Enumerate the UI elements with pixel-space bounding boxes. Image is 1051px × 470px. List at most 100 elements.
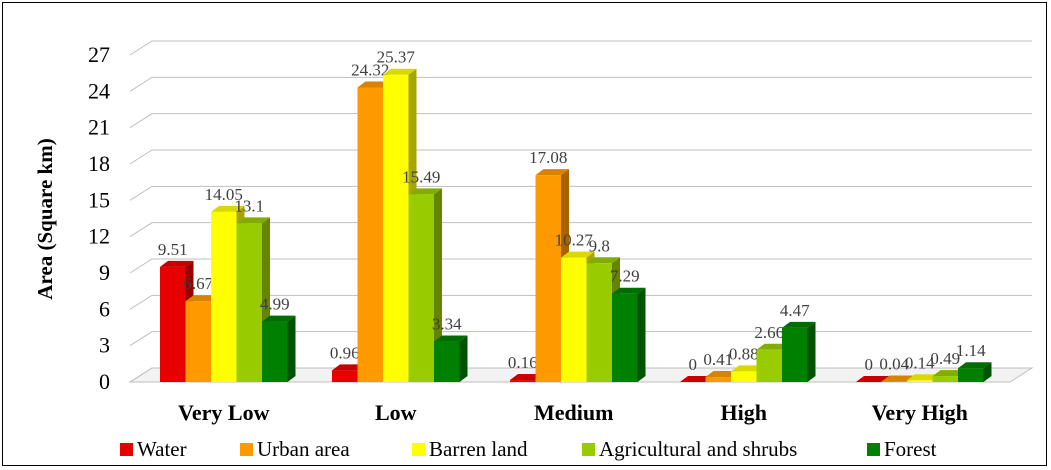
y-tick-label: 12	[88, 224, 110, 249]
bar	[434, 341, 460, 382]
data-label: 4.47	[780, 301, 810, 320]
y-tick-label: 24	[88, 78, 110, 103]
data-label: 7.29	[610, 267, 640, 286]
gridline	[129, 113, 1032, 129]
bar-side	[287, 315, 296, 382]
bar-top	[211, 205, 245, 212]
y-tick-label: 6	[99, 296, 110, 321]
bar-top	[408, 188, 442, 195]
data-label: 2.66	[754, 323, 784, 342]
bar-side	[434, 188, 442, 382]
y-axis-title: Area (Square km)	[33, 138, 57, 299]
gridline	[129, 149, 1032, 165]
bar-top	[332, 364, 366, 371]
data-label: 0.49	[930, 349, 960, 368]
legend-swatch	[867, 443, 880, 456]
data-label: 9.8	[589, 236, 610, 255]
data-label: 1.14	[956, 341, 986, 360]
bar	[756, 349, 782, 382]
category-label: High	[721, 400, 767, 425]
bar	[357, 87, 383, 383]
data-label: 10.27	[555, 231, 594, 250]
bar-top	[705, 371, 739, 378]
y-tick-label: 15	[88, 187, 110, 212]
data-label: 0.88	[729, 344, 759, 363]
bar-top	[535, 169, 569, 176]
bar-top	[612, 287, 646, 294]
legend-label: Water	[137, 437, 187, 461]
bar-top	[881, 375, 915, 382]
bar	[782, 327, 808, 382]
y-tick-label: 0	[99, 369, 110, 394]
bar-side	[983, 362, 992, 382]
bar	[705, 377, 731, 382]
bar-top	[680, 376, 714, 382]
data-label: 0.96	[330, 343, 360, 362]
data-label: 0	[865, 355, 874, 374]
bar-top	[731, 365, 765, 372]
bar	[535, 175, 561, 382]
data-label: 17.08	[529, 148, 567, 167]
legend-swatch	[582, 443, 595, 456]
bar-top	[383, 68, 417, 75]
bar-top	[357, 81, 391, 88]
bar	[160, 266, 186, 382]
y-tick-label: 27	[88, 42, 110, 67]
bar-top	[160, 260, 194, 267]
bar-top	[958, 362, 992, 369]
bar-top	[586, 257, 620, 264]
gridline	[129, 222, 1032, 238]
data-label: 25.37	[377, 48, 416, 67]
data-label: 0.16	[508, 353, 538, 372]
data-label: 0.04	[879, 355, 909, 374]
bar-top	[561, 251, 595, 258]
data-label: 6.67	[183, 274, 213, 293]
gridline	[129, 258, 1032, 274]
bar-top	[756, 343, 790, 350]
data-label: 9.51	[158, 240, 188, 259]
bar	[262, 321, 288, 382]
data-label: 14.05	[205, 185, 243, 204]
bar	[907, 380, 933, 382]
bar-side	[807, 321, 816, 382]
bar	[932, 376, 958, 382]
legend-label: Urban area	[257, 437, 350, 461]
bar	[510, 380, 536, 382]
legend-label: Barren land	[429, 437, 528, 461]
data-label: 0.14	[905, 353, 935, 372]
bar	[332, 370, 358, 382]
data-label: 4.99	[260, 295, 290, 314]
data-label: 3.34	[432, 315, 462, 334]
bar-top	[262, 315, 296, 322]
bar-top	[907, 374, 941, 381]
bar-top	[782, 321, 816, 328]
legend-swatch	[120, 443, 133, 456]
data-label: 24.32	[351, 60, 389, 79]
legend-swatch	[240, 443, 253, 456]
y-tick-label: 21	[88, 115, 110, 140]
data-label: 13.1	[234, 196, 264, 215]
y-tick-label: 9	[99, 260, 110, 285]
bar-top	[932, 370, 966, 377]
gridline	[129, 294, 1032, 310]
y-tick-label: 18	[88, 151, 110, 176]
bar	[236, 223, 262, 382]
bar-top	[510, 374, 544, 381]
gridline	[129, 185, 1032, 201]
bar-top	[856, 376, 890, 382]
bar	[586, 263, 612, 382]
data-label: 0	[689, 355, 698, 374]
bar	[383, 74, 409, 382]
gridline	[129, 40, 1032, 56]
data-label: 15.49	[402, 167, 440, 186]
category-label: Very Low	[178, 400, 270, 425]
legend-swatch	[412, 443, 425, 456]
legend-label: Agricultural and shrubs	[599, 437, 797, 461]
bar-top	[185, 295, 219, 302]
bar-side	[637, 287, 646, 382]
bar	[561, 257, 587, 382]
data-label: 0.41	[703, 350, 733, 369]
bar	[408, 194, 434, 382]
legend-label: Forest	[884, 437, 937, 461]
